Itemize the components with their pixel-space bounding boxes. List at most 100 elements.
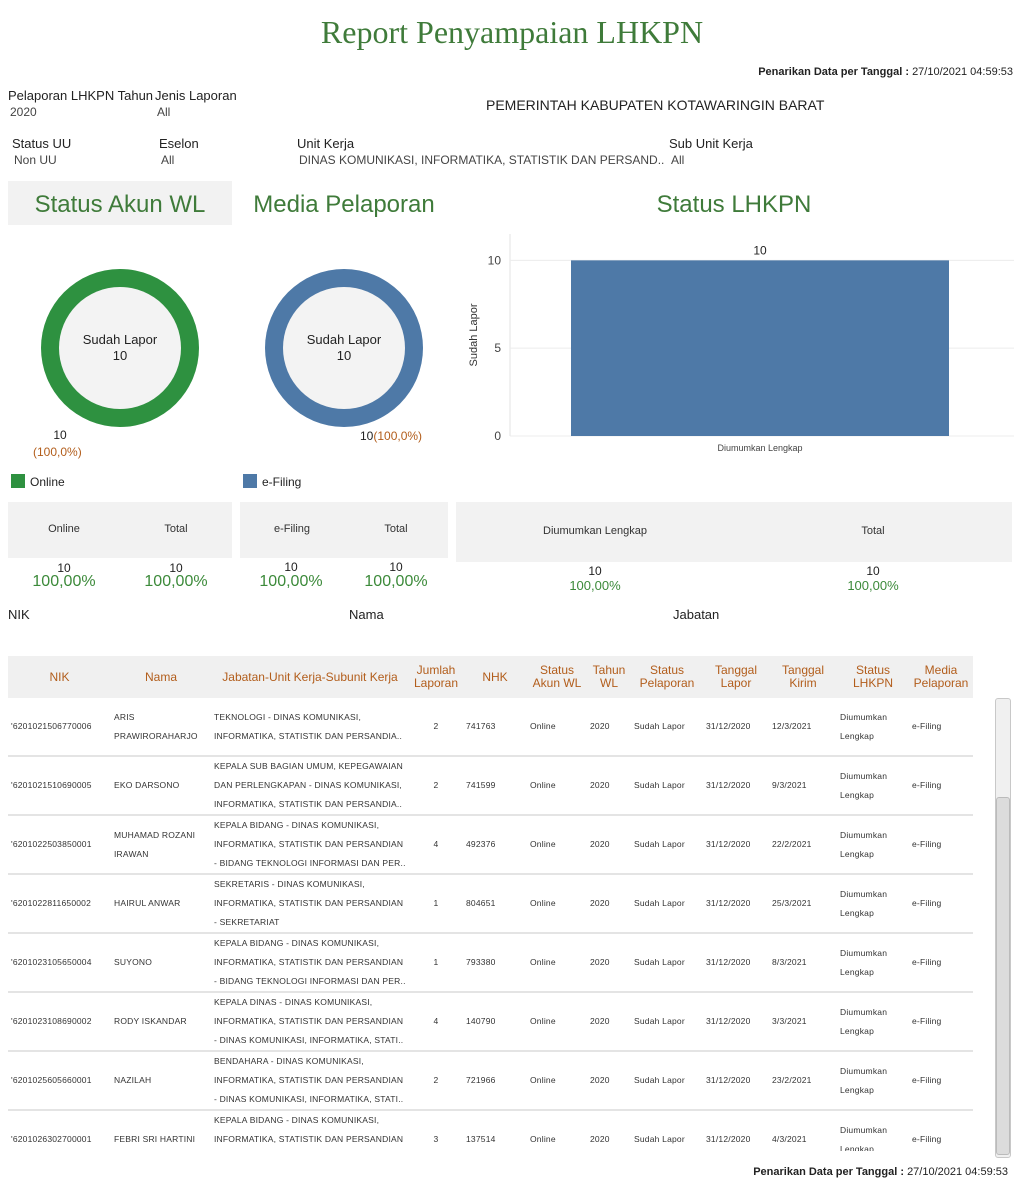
nama-cell: SUYONO	[111, 933, 211, 993]
jumlah-laporan-cell-text: 3	[433, 1134, 439, 1144]
status-lhkpn-kpi-box	[456, 502, 1012, 562]
jabatan-cell-text: KEPALA SUB BAGIAN UMUM, KEPEGAWAIAN DAN …	[214, 761, 404, 809]
status-akun-cell-text: Online	[530, 721, 556, 731]
column-header[interactable]: Tanggal Kirim	[769, 656, 837, 698]
status-lhkpn-cell-text: Diumumkan Lengkap	[840, 947, 888, 977]
jabatan-cell-text: KEPALA BIDANG - DINAS KOMUNIKASI, INFORM…	[214, 1115, 404, 1144]
tahun-wl-cell-text: 2020	[590, 1075, 610, 1085]
tanggal-kirim-cell: 25/3/2021	[769, 874, 837, 934]
jumlah-laporan-cell: 4	[409, 815, 463, 875]
status-lhkpn-cell-text: Diumumkan Lengkap	[840, 829, 888, 859]
tanggal-kirim-cell-text: 12/3/2021	[772, 721, 812, 731]
table-row[interactable]: '6201025605660001 NAZILAH BENDAHARA - DINA…	[8, 1051, 973, 1111]
media-slice-pct: (100,0%)	[373, 429, 423, 443]
status-akun-cell: Online	[527, 698, 587, 757]
status-akun-cell: Online	[527, 756, 587, 816]
jumlah-laporan-cell-text: 4	[433, 839, 439, 849]
media-pelaporan-cell: e-Filing	[909, 815, 973, 875]
tahun-wl-cell: 2020	[587, 756, 631, 816]
column-header[interactable]: Jabatan-Unit Kerja-Subunit Kerja	[211, 656, 409, 698]
tanggal-kirim-cell: 8/3/2021	[769, 933, 837, 993]
tanggal-kirim-cell: 12/3/2021	[769, 698, 837, 757]
column-header[interactable]: Status Akun WL	[527, 656, 587, 698]
column-header[interactable]: Status Pelaporan	[631, 656, 703, 698]
filter-jenis-value[interactable]: All	[157, 105, 171, 119]
tahun-wl-cell: 2020	[587, 698, 631, 757]
table-row[interactable]: '6201026302700001 FEBRI SRI HARTINI KEPALA…	[8, 1110, 973, 1151]
tanggal-kirim-cell: 23/2/2021	[769, 1051, 837, 1111]
table-row[interactable]: '6201022503850001 MUHAMAD ROZANI IRAWAN KE…	[8, 815, 973, 875]
status-pelaporan-cell: Sudah Lapor	[631, 1051, 703, 1111]
page-title: Report Penyampaian LHKPN	[320, 14, 704, 50]
status-pelaporan-cell-text: Sudah Lapor	[634, 839, 685, 849]
status-akun-cell: Online	[527, 1051, 587, 1111]
jabatan-cell: TEKNOLOGI - DINAS KOMUNIKASI, INFORMATIK…	[211, 698, 409, 757]
jumlah-laporan-cell-text: 1	[433, 898, 439, 908]
tahun-wl-cell-text: 2020	[590, 839, 610, 849]
column-header[interactable]: NIK	[8, 656, 111, 698]
nik-cell: '6201022811650002	[8, 874, 111, 934]
jumlah-laporan-cell: 2	[409, 1051, 463, 1111]
column-header[interactable]: Nama	[111, 656, 211, 698]
jabatan-cell-text: TEKNOLOGI - DINAS KOMUNIKASI, INFORMATIK…	[214, 711, 403, 741]
filter-status-uu-value[interactable]: Non UU	[14, 153, 57, 167]
kpi-total-pct: 100,00%	[144, 573, 208, 590]
media-slice-count: 10	[360, 429, 374, 443]
status-pelaporan-cell-text: Sudah Lapor	[634, 957, 685, 967]
nik-cell-text: '6201026302700001	[11, 1134, 92, 1144]
table-row[interactable]: '6201023108690002 RODY ISKANDAR KEPALA DIN…	[8, 992, 973, 1052]
table-row[interactable]: '6201021510690005 EKO DARSONO KEPALA SUB B…	[8, 756, 973, 816]
status-akun-cell: Online	[527, 874, 587, 934]
column-header[interactable]: Tanggal Lapor	[703, 656, 769, 698]
nhk-cell-text: 804651	[466, 898, 496, 908]
tanggal-kirim-cell: 22/2/2021	[769, 815, 837, 875]
filter-unit-kerja-value[interactable]: DINAS KOMUNIKASI, INFORMATIKA, STATISTIK…	[299, 153, 665, 167]
status-lhkpn-cell: Diumumkan Lengkap	[837, 874, 909, 934]
status-akun-donut-center: Sudah Lapor 10	[59, 287, 181, 409]
jabatan-column-label: Jabatan	[673, 607, 720, 622]
table-scrollbar-thumb[interactable]	[996, 797, 1010, 1155]
filter-tahun-value[interactable]: 2020	[10, 105, 37, 119]
status-pelaporan-cell: Sudah Lapor	[631, 933, 703, 993]
y-axis-label: Sudah Lapor	[468, 303, 480, 366]
nama-cell-text: ARIS PRAWIRORAHARJO	[114, 711, 198, 741]
column-header[interactable]: Media Pelaporan	[909, 656, 973, 698]
table-row[interactable]: '6201022811650002 HAIRUL ANWAR SEKRETARIS …	[8, 874, 973, 934]
y-tick-label: 5	[494, 341, 501, 355]
tanggal-kirim-cell: 3/3/2021	[769, 992, 837, 1052]
tanggal-kirim-cell: 9/3/2021	[769, 756, 837, 816]
column-header[interactable]: Jumlah Laporan	[409, 656, 463, 698]
media-pelaporan-cell: e-Filing	[909, 756, 973, 816]
nik-cell-text: '6201023108690002	[11, 1016, 92, 1026]
tanggal-kirim-cell-text: 25/3/2021	[772, 898, 812, 908]
column-header[interactable]: Tahun WL	[587, 656, 631, 698]
tanggal-lapor-cell-text: 31/12/2020	[706, 1016, 751, 1026]
jabatan-cell-text: KEPALA BIDANG - DINAS KOMUNIKASI, INFORM…	[214, 938, 406, 986]
nhk-cell: 137514	[463, 1110, 527, 1151]
filter-sub-unit-value[interactable]: All	[671, 153, 685, 167]
table-row[interactable]: '6201023105650004 SUYONO KEPALA BIDANG - D…	[8, 933, 973, 993]
legend-efiling-label: e-Filing	[262, 475, 302, 489]
status-pelaporan-cell-text: Sudah Lapor	[634, 721, 685, 731]
status-pelaporan-cell-text: Sudah Lapor	[634, 780, 685, 790]
nik-cell: '6201022503850001	[8, 815, 111, 875]
nama-cell: EKO DARSONO	[111, 756, 211, 816]
kpi-online-count: 10	[57, 561, 71, 575]
kpi-total-count: 10	[169, 561, 183, 575]
status-lhkpn-cell: Diumumkan Lengkap	[837, 992, 909, 1052]
tanggal-kirim-cell-text: 9/3/2021	[772, 780, 807, 790]
jumlah-laporan-cell: 2	[409, 756, 463, 816]
legend-online-label: Online	[30, 475, 65, 489]
column-header[interactable]: NHK	[463, 656, 527, 698]
tahun-wl-cell-text: 2020	[590, 1134, 610, 1144]
column-header[interactable]: Status LHKPN	[837, 656, 909, 698]
filter-eselon-value[interactable]: All	[161, 153, 175, 167]
nama-cell: NAZILAH	[111, 1051, 211, 1111]
status-pelaporan-cell: Sudah Lapor	[631, 874, 703, 934]
jabatan-cell: SEKRETARIS - DINAS KOMUNIKASI, INFORMATI…	[211, 874, 409, 934]
tanggal-kirim-cell: 4/3/2021	[769, 1110, 837, 1151]
bar-diumumkan-lengkap[interactable]	[571, 260, 949, 436]
tanggal-lapor-cell-text: 31/12/2020	[706, 721, 751, 731]
jumlah-laporan-cell-text: 2	[433, 721, 439, 731]
table-row[interactable]: '6201021506770006 ARIS PRAWIRORAHARJO TEKN…	[8, 698, 973, 757]
